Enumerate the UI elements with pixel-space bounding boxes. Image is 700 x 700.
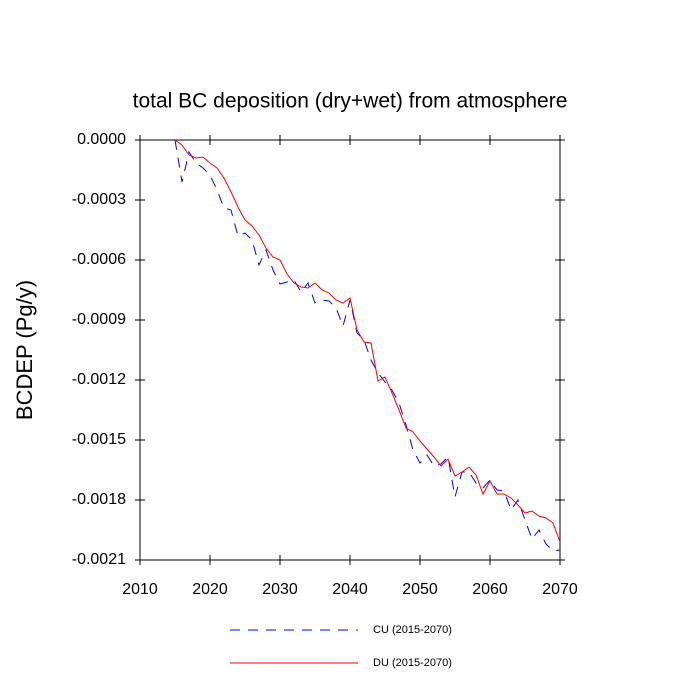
x-tick-label: 2010 — [122, 581, 158, 598]
x-tick-label: 2070 — [542, 581, 578, 598]
y-tick-label: -0.0012 — [72, 371, 126, 388]
legend-label: DU (2015-2070) — [373, 657, 452, 669]
y-tick-label: -0.0015 — [72, 431, 126, 448]
plot-frame — [139, 139, 561, 561]
y-axis-label: BCDEP (Pg/y) — [12, 280, 37, 420]
y-tick-label: -0.0018 — [72, 491, 126, 508]
chart-title: total BC deposition (dry+wet) from atmos… — [133, 90, 568, 113]
y-tick-label: 0.0000 — [77, 131, 126, 148]
x-tick-label: 2040 — [332, 581, 368, 598]
x-tick-label: 2020 — [192, 581, 228, 598]
y-tick-label: -0.0021 — [72, 551, 126, 568]
y-tick-label: -0.0006 — [72, 251, 126, 268]
series-line — [174, 139, 561, 543]
legend-label: CU (2015-2070) — [373, 624, 452, 636]
y-tick-label: -0.0003 — [72, 191, 126, 208]
x-tick-label: 2060 — [472, 581, 508, 598]
x-tick-label: 2030 — [262, 581, 298, 598]
series-line — [174, 139, 561, 552]
x-tick-label: 2050 — [402, 581, 438, 598]
y-tick-label: -0.0009 — [72, 311, 126, 328]
